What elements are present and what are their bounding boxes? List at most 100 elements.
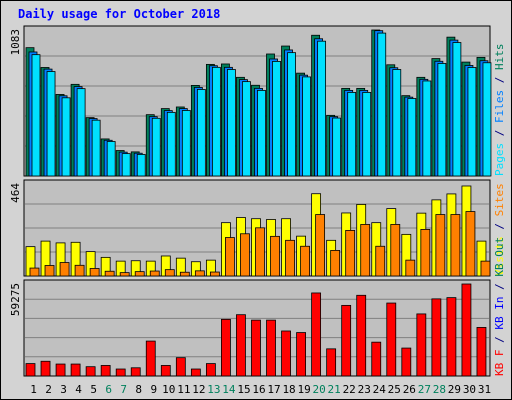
bar-sites-day-27 <box>420 229 431 277</box>
y-max-label-bottom: 59275 <box>9 283 22 316</box>
x-tick-label-2: 2 <box>45 383 52 396</box>
bar-sites-day-14 <box>225 237 235 277</box>
bar-kb-f-day-30 <box>461 283 472 377</box>
bar-sites-day-29 <box>450 214 461 277</box>
x-tick-label-5: 5 <box>90 383 97 396</box>
y-max-label-top: 1083 <box>9 29 22 56</box>
bar-sites-day-10 <box>164 269 175 277</box>
x-tick-label-22: 22 <box>343 383 356 396</box>
bar-pages-day-25 <box>392 69 402 177</box>
bar-kb-f-day-1 <box>25 363 36 377</box>
bar-sites-day-8 <box>134 271 145 277</box>
bar-pages-day-30 <box>467 67 477 177</box>
bar-pages-day-29 <box>452 42 462 177</box>
bar-sites-day-20 <box>315 214 326 277</box>
bar-pages-day-7 <box>121 153 131 177</box>
x-tick-label-25: 25 <box>388 383 401 396</box>
x-tick-label-12: 12 <box>192 383 205 396</box>
bar-sites-day-6 <box>104 270 115 277</box>
bar-kb-f-day-3 <box>55 363 66 377</box>
bar-sites-day-22 <box>345 229 356 277</box>
bar-pages-day-1 <box>31 54 41 177</box>
bar-sites-day-5 <box>89 268 100 277</box>
bar-kb-f-day-20 <box>311 292 322 377</box>
bar-pages-day-28 <box>437 63 447 177</box>
bar-sites-day-25 <box>390 224 401 277</box>
x-tick-label-19: 19 <box>297 383 310 396</box>
bar-pages-day-20 <box>317 40 327 177</box>
x-tick-label-17: 17 <box>267 383 280 396</box>
bar-pages-day-22 <box>347 92 357 177</box>
bar-pages-day-10 <box>166 111 176 177</box>
bar-sites-day-4 <box>74 264 85 277</box>
x-tick-label-30: 30 <box>463 383 476 396</box>
bar-kb-f-day-18 <box>281 330 291 377</box>
bar-kb-f-day-25 <box>386 302 397 377</box>
y-max-label-middle: 464 <box>9 183 22 203</box>
bar-kb-f-day-28 <box>431 298 442 377</box>
bar-kb-f-day-14 <box>221 318 231 377</box>
bar-pages-day-13 <box>211 66 221 177</box>
chart-title: Daily usage for October 2018 <box>18 7 221 21</box>
x-tick-label-29: 29 <box>448 383 461 396</box>
bar-kb-f-day-10 <box>160 365 171 377</box>
bar-sites-day-19 <box>300 245 310 277</box>
bar-pages-day-4 <box>76 88 86 177</box>
legend-top: Pages / Files / Hits <box>493 44 506 177</box>
x-tick-label-9: 9 <box>150 383 157 396</box>
bar-sites-day-30 <box>465 211 476 277</box>
bar-sites-day-24 <box>375 245 386 277</box>
bar-pages-day-19 <box>302 76 311 177</box>
bar-kb-f-day-9 <box>145 340 156 377</box>
bar-kb-f-day-13 <box>205 363 216 377</box>
x-tick-label-6: 6 <box>105 383 112 396</box>
bar-sites-day-16 <box>255 227 265 277</box>
bar-kb-f-day-19 <box>296 332 306 377</box>
bar-kb-f-day-17 <box>266 319 276 377</box>
bar-kb-f-day-27 <box>416 313 427 377</box>
bar-pages-day-12 <box>196 89 206 177</box>
bar-sites-day-3 <box>59 262 70 277</box>
x-tick-label-7: 7 <box>120 383 127 396</box>
bar-sites-day-2 <box>44 265 55 277</box>
bar-kb-f-day-16 <box>251 319 261 377</box>
bar-pages-day-16 <box>257 89 266 177</box>
bar-pages-day-5 <box>91 119 101 177</box>
x-tick-label-4: 4 <box>75 383 82 396</box>
bar-kb-f-day-4 <box>70 363 81 377</box>
x-tick-label-3: 3 <box>60 383 67 396</box>
x-tick-label-20: 20 <box>313 383 326 396</box>
bar-pages-day-2 <box>46 71 56 177</box>
x-tick-label-16: 16 <box>252 383 265 396</box>
bar-sites-day-15 <box>240 233 250 277</box>
bar-sites-day-31 <box>480 260 491 277</box>
bar-kb-f-day-8 <box>130 367 141 377</box>
bar-pages-day-31 <box>482 62 492 177</box>
bar-kb-f-day-6 <box>100 365 111 377</box>
x-tick-label-10: 10 <box>162 383 175 396</box>
bar-kb-f-day-29 <box>446 297 457 377</box>
bar-sites-day-26 <box>405 259 416 277</box>
bar-pages-day-8 <box>136 154 146 177</box>
bar-kb-f-day-22 <box>341 304 352 377</box>
legend-bottom: KB F / KB In / KB Out <box>493 237 506 376</box>
x-tick-label-14: 14 <box>222 383 236 396</box>
bar-sites-day-11 <box>179 271 190 277</box>
x-tick-label-13: 13 <box>207 383 220 396</box>
bar-pages-day-15 <box>242 81 251 177</box>
x-tick-label-31: 31 <box>478 383 491 396</box>
bar-pages-day-3 <box>61 97 71 177</box>
bar-pages-day-24 <box>377 32 387 177</box>
bar-kb-f-day-21 <box>326 348 337 377</box>
bar-sites-day-1 <box>29 267 40 277</box>
bar-kb-f-day-11 <box>175 357 186 377</box>
bar-pages-day-14 <box>227 69 236 177</box>
x-tick-label-24: 24 <box>373 383 387 396</box>
x-tick-label-23: 23 <box>358 383 371 396</box>
bar-sites-day-28 <box>435 214 446 277</box>
bar-kb-f-day-24 <box>371 341 382 377</box>
bar-sites-day-17 <box>270 235 280 277</box>
bar-kb-f-day-12 <box>190 368 201 377</box>
x-tick-label-28: 28 <box>433 383 446 396</box>
